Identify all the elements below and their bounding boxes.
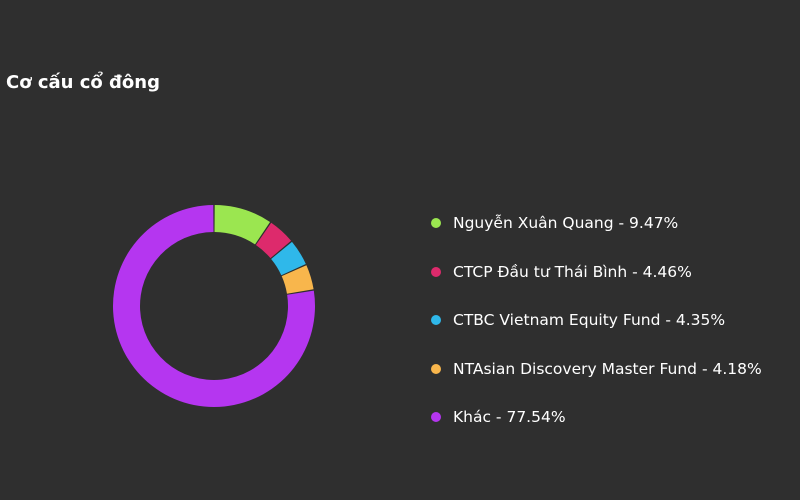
legend-item-1[interactable]: Nguyễn Xuân Quang - 9.47% bbox=[431, 199, 762, 248]
legend-item-5[interactable]: Khác - 77.54% bbox=[431, 393, 762, 442]
legend-marker-icon bbox=[431, 363, 441, 374]
legend-marker-icon bbox=[431, 218, 441, 229]
legend-marker-icon bbox=[431, 266, 441, 277]
chart-legend: Nguyễn Xuân Quang - 9.47% CTCP Đầu tư Thá… bbox=[431, 199, 762, 442]
legend-item-4[interactable]: NTAsian Discovery Master Fund - 4.18% bbox=[431, 345, 762, 394]
chart-title: Cơ cấu cổ đông bbox=[6, 72, 160, 93]
legend-label: Khác - 77.54% bbox=[453, 408, 566, 427]
legend-label: NTAsian Discovery Master Fund - 4.18% bbox=[453, 359, 762, 378]
donut-slice-3[interactable] bbox=[271, 241, 306, 276]
legend-item-3[interactable]: CTBC Vietnam Equity Fund - 4.35% bbox=[431, 296, 762, 345]
legend-label: CTBC Vietnam Equity Fund - 4.35% bbox=[453, 311, 726, 330]
legend-label: Nguyễn Xuân Quang - 9.47% bbox=[453, 214, 679, 233]
donut-chart bbox=[112, 205, 315, 407]
legend-marker-icon bbox=[431, 315, 441, 326]
legend-marker-icon bbox=[431, 412, 441, 423]
donut-slice-4[interactable] bbox=[281, 265, 314, 294]
legend-item-2[interactable]: CTCP Đầu tư Thái Bình - 4.46% bbox=[431, 248, 762, 297]
legend-label: CTCP Đầu tư Thái Bình - 4.46% bbox=[453, 262, 692, 281]
donut-slice-2[interactable] bbox=[255, 222, 292, 259]
donut-slice-1[interactable] bbox=[214, 205, 271, 245]
